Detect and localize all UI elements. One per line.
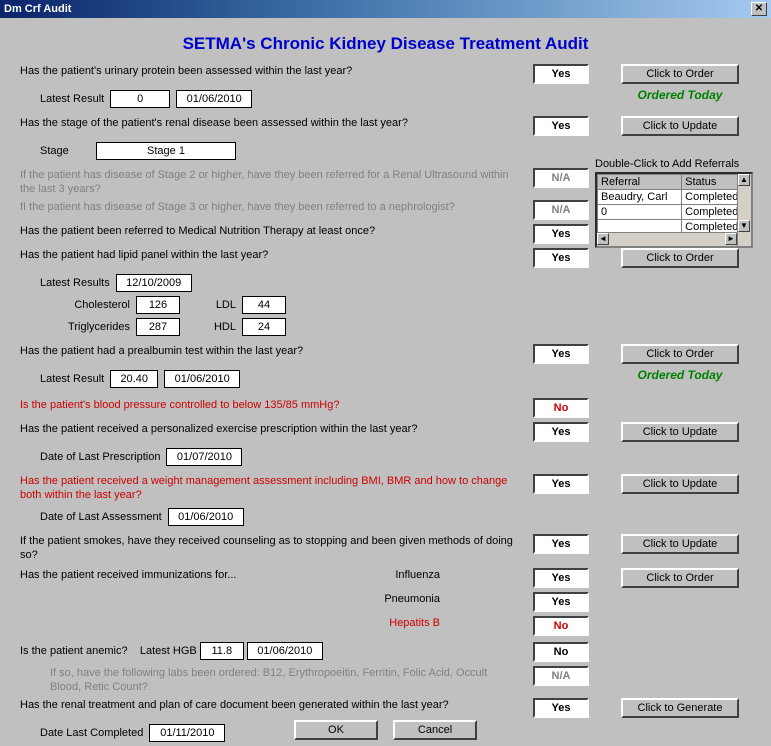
ans-weight[interactable]: Yes bbox=[533, 474, 589, 494]
stage-label: Stage bbox=[40, 144, 90, 158]
anemic-hgb-val[interactable]: 11.8 bbox=[200, 642, 244, 660]
ans-renal-us[interactable]: N/A bbox=[533, 168, 589, 188]
ans-renal[interactable]: Yes bbox=[533, 116, 589, 136]
update-exercise-button[interactable]: Click to Update bbox=[621, 422, 739, 442]
imm-hepb-label: Hepatits B bbox=[300, 616, 440, 630]
ans-prealb[interactable]: Yes bbox=[533, 344, 589, 364]
scroll-right-icon[interactable]: ► bbox=[725, 233, 737, 245]
ans-mnt[interactable]: Yes bbox=[533, 224, 589, 244]
q-anemic: Is the patient anemic? bbox=[20, 645, 128, 657]
stage-value[interactable]: Stage 1 bbox=[96, 142, 236, 160]
hdl-val[interactable]: 24 bbox=[242, 318, 286, 336]
ans-plan[interactable]: Yes bbox=[533, 698, 589, 718]
q-exercise: Has the patient received a personalized … bbox=[20, 423, 417, 435]
update-smoke-button[interactable]: Click to Update bbox=[621, 534, 739, 554]
order-lipid-button[interactable]: Click to Order bbox=[621, 248, 739, 268]
ordered-today-1: Ordered Today bbox=[638, 88, 723, 102]
weight-date[interactable]: 01/06/2010 bbox=[168, 508, 244, 526]
ans-neph[interactable]: N/A bbox=[533, 200, 589, 220]
ans-anemic[interactable]: No bbox=[533, 642, 589, 662]
hdl-label: HDL bbox=[186, 320, 236, 334]
tri-label: Triglycerides bbox=[60, 320, 130, 334]
ans-imm-flu[interactable]: Yes bbox=[533, 568, 589, 588]
table-row: Beaudry, CarlCompleted bbox=[598, 190, 751, 205]
urinary-date[interactable]: 01/06/2010 bbox=[176, 90, 252, 108]
lipid-latest-label: Latest Results bbox=[40, 276, 110, 290]
q-renal-stage: Has the stage of the patient's renal dis… bbox=[20, 117, 408, 129]
prealb-latest-label: Latest Result bbox=[40, 372, 104, 386]
close-icon[interactable]: ✕ bbox=[751, 2, 767, 16]
generate-plan-button[interactable]: Click to Generate bbox=[621, 698, 739, 718]
exercise-date-label: Date of Last Prescription bbox=[40, 450, 160, 464]
q-mnt: Has the patient been referred to Medical… bbox=[20, 225, 375, 237]
order-imm-button[interactable]: Click to Order bbox=[621, 568, 739, 588]
q-lipid: Has the patient had lipid panel within t… bbox=[20, 249, 268, 261]
anemic-hgb-label: Latest HGB bbox=[140, 644, 197, 658]
exercise-date[interactable]: 01/07/2010 bbox=[166, 448, 242, 466]
q-anemic-labs: If so, have the following labs been orde… bbox=[50, 667, 487, 693]
ref-col1[interactable]: Referral bbox=[598, 175, 682, 190]
urinary-value[interactable]: 0 bbox=[110, 90, 170, 108]
q-bp: Is the patient's blood pressure controll… bbox=[20, 399, 339, 411]
q-prealb: Has the patient had a prealbumin test wi… bbox=[20, 345, 303, 357]
anemic-hgb-date[interactable]: 01/06/2010 bbox=[247, 642, 323, 660]
vertical-scrollbar[interactable]: ▲ ▼ bbox=[737, 174, 751, 246]
table-row: 0Completed bbox=[598, 205, 751, 220]
lipid-date[interactable]: 12/10/2009 bbox=[116, 274, 192, 292]
ok-button[interactable]: OK bbox=[294, 720, 378, 740]
update-renal-button[interactable]: Click to Update bbox=[621, 116, 739, 136]
bottom-buttons: OK Cancel bbox=[0, 716, 771, 740]
scroll-up-icon[interactable]: ▲ bbox=[738, 174, 750, 186]
urinary-latest-label: Latest Result bbox=[40, 92, 104, 106]
cancel-button[interactable]: Cancel bbox=[393, 720, 477, 740]
ans-lipid[interactable]: Yes bbox=[533, 248, 589, 268]
ldl-label: LDL bbox=[186, 298, 236, 312]
prealb-val[interactable]: 20.40 bbox=[110, 370, 158, 388]
q-smoke: If the patient smokes, have they receive… bbox=[20, 535, 513, 561]
ans-imm-hepb[interactable]: No bbox=[533, 616, 589, 636]
update-weight-button[interactable]: Click to Update bbox=[621, 474, 739, 494]
referrals-table[interactable]: Referral Status Beaudry, CarlCompleted 0… bbox=[595, 172, 753, 248]
ans-anemic-labs[interactable]: N/A bbox=[533, 666, 589, 686]
order-prealb-button[interactable]: Click to Order bbox=[621, 344, 739, 364]
imm-pneu-label: Pneumonia bbox=[300, 592, 440, 606]
q-weight: Has the patient received a weight manage… bbox=[20, 475, 507, 501]
horizontal-scrollbar[interactable]: ◄ ► bbox=[597, 232, 737, 246]
q-neph: fI the patient has disease of Stage 3 or… bbox=[20, 201, 455, 213]
title-bar: Dm Crf Audit ✕ bbox=[0, 0, 771, 18]
page-title: SETMA's Chronic Kidney Disease Treatment… bbox=[20, 34, 751, 54]
ans-bp[interactable]: No bbox=[533, 398, 589, 418]
referrals-caption: Double-Click to Add Referrals bbox=[595, 158, 753, 170]
ans-smoke[interactable]: Yes bbox=[533, 534, 589, 554]
scroll-left-icon[interactable]: ◄ bbox=[597, 233, 609, 245]
ans-urinary[interactable]: Yes bbox=[533, 64, 589, 84]
chol-label: Cholesterol bbox=[60, 298, 130, 312]
ans-exercise[interactable]: Yes bbox=[533, 422, 589, 442]
imm-flu-label: Influenza bbox=[300, 568, 440, 582]
ans-imm-pneu[interactable]: Yes bbox=[533, 592, 589, 612]
q-imm: Has the patient received immunizations f… bbox=[20, 568, 300, 582]
q-plan: Has the renal treatment and plan of care… bbox=[20, 699, 449, 711]
referrals-box: Double-Click to Add Referrals Referral S… bbox=[595, 158, 753, 248]
ldl-val[interactable]: 44 bbox=[242, 296, 286, 314]
q-renal-us: If the patient has disease of Stage 2 or… bbox=[20, 169, 509, 195]
prealb-date[interactable]: 01/06/2010 bbox=[164, 370, 240, 388]
form-body: SETMA's Chronic Kidney Disease Treatment… bbox=[0, 18, 771, 740]
order-urinary-button[interactable]: Click to Order bbox=[621, 64, 739, 84]
scroll-down-icon[interactable]: ▼ bbox=[738, 220, 750, 232]
tri-val[interactable]: 287 bbox=[136, 318, 180, 336]
weight-date-label: Date of Last Assessment bbox=[40, 510, 162, 524]
q-urinary: Has the patient's urinary protein been a… bbox=[20, 65, 352, 77]
window-title: Dm Crf Audit bbox=[4, 3, 71, 15]
chol-val[interactable]: 126 bbox=[136, 296, 180, 314]
ordered-today-2: Ordered Today bbox=[638, 368, 723, 382]
